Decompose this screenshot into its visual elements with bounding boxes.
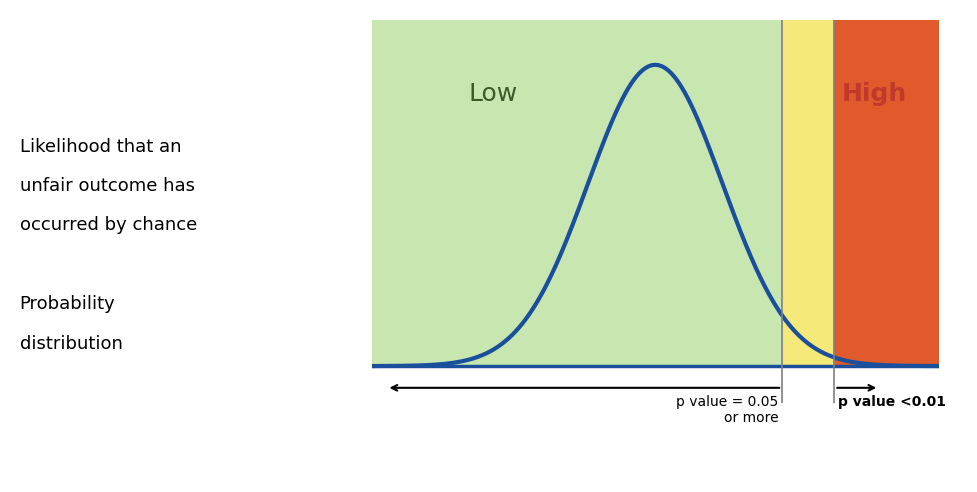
Text: Likelihood that an: Likelihood that an xyxy=(20,138,181,156)
Bar xyxy=(782,20,833,366)
Text: unfair outcome has: unfair outcome has xyxy=(20,177,194,195)
Text: High: High xyxy=(841,82,907,106)
Text: p value <0.01: p value <0.01 xyxy=(837,395,945,409)
Text: Probability: Probability xyxy=(20,295,115,313)
Bar xyxy=(371,20,782,366)
Text: occurred by chance: occurred by chance xyxy=(20,216,196,235)
Text: p value = 0.05
or more: p value = 0.05 or more xyxy=(675,395,778,425)
Text: distribution: distribution xyxy=(20,335,122,353)
Bar xyxy=(833,20,938,366)
Text: Low: Low xyxy=(468,82,518,106)
